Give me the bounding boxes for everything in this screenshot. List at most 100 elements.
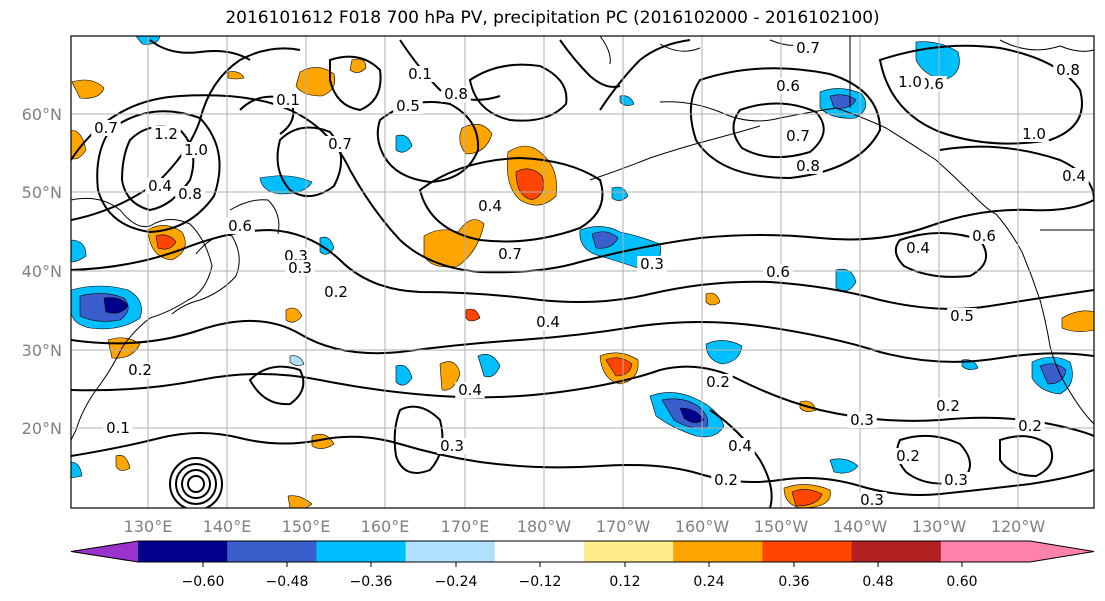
latitude-labels: 60°N 50°N 40°N 30°N 20°N — [22, 105, 62, 438]
precip-blob — [591, 231, 619, 249]
contour-label: 0.8 — [444, 85, 468, 103]
pv-contour — [399, 39, 501, 101]
contour-label-bg — [763, 264, 793, 280]
colorbar-segment — [584, 541, 674, 562]
contour-label: 0.4 — [728, 437, 752, 455]
map-frame — [70, 35, 1095, 509]
precip-blob — [295, 67, 336, 97]
contour-label-bg — [285, 260, 315, 276]
colorbar-tick-label: 0.48 — [862, 574, 893, 590]
contour-label-bg — [847, 412, 877, 428]
contour-label-bg — [773, 78, 803, 94]
longitude-tick-label: 130°W — [912, 517, 967, 536]
contour-label-bg — [637, 256, 667, 272]
contour-label-bg — [969, 228, 999, 244]
colorbar: −0.60 −0.48 −0.36 −0.24 −0.12 0.12 0.24 0.36 0.4… — [70, 540, 1095, 590]
colorbar-segment — [673, 541, 763, 562]
contour-labels: 0.1 1.2 1.0 0.7 0.8 0.6 0.4 0.3 0.2 0.7 0.1 0.8 0.5 0… — [91, 39, 1089, 509]
precip-blob — [227, 71, 245, 80]
contour-label: 0.1 — [408, 65, 432, 83]
contour-label: 0.8 — [796, 157, 820, 175]
contour-label-bg — [711, 472, 741, 488]
colorbar-segment — [405, 541, 496, 562]
precip-blob — [71, 129, 87, 160]
contour-label-bg — [857, 492, 887, 508]
contour-label-bg — [933, 398, 963, 414]
contour-label: 0.8 — [178, 185, 202, 203]
contour-label: 0.4 — [1062, 167, 1086, 185]
contour-label: 0.4 — [536, 313, 560, 331]
precip-blob — [289, 355, 305, 366]
colorbar-tick-label: −0.24 — [435, 574, 478, 590]
colorbar-extend-low — [71, 541, 138, 562]
colorbar-segment — [494, 541, 585, 562]
longitude-tick-label: 170°W — [596, 517, 651, 536]
contour-label: 0.3 — [288, 259, 312, 277]
contour-label-bg — [455, 382, 485, 398]
coastline-kamchatka — [229, 199, 280, 235]
longitude-tick-label: 160°W — [675, 517, 730, 536]
latitude-tick-label: 20°N — [22, 419, 62, 438]
contour-label-bg — [533, 314, 563, 330]
colorbar-tick-label: 0.60 — [946, 574, 977, 590]
contour-label-bg — [793, 158, 823, 174]
contour-label: 0.7 — [498, 245, 522, 263]
contour-label: 0.5 — [950, 307, 974, 325]
contour-label-bg — [475, 198, 505, 214]
contour-label-bg — [405, 66, 435, 82]
contour-label: 0.4 — [906, 239, 930, 257]
contour-label-bg — [273, 92, 303, 108]
map-area: 0.1 1.2 1.0 0.7 0.8 0.6 0.4 0.3 0.2 0.7 0.1 0.8 0.5 0… — [70, 35, 1095, 509]
longitude-tick-label: 120°W — [991, 517, 1046, 536]
coastline-namerica — [995, 213, 1094, 425]
coastline-aleutians — [589, 125, 761, 181]
pv-contour — [175, 463, 217, 505]
contour-label: 1.0 — [898, 73, 922, 91]
contour-label: 0.6 — [766, 263, 790, 281]
contour-label-bg — [145, 178, 175, 194]
pv-contour — [939, 145, 1094, 201]
contour-label: 0.2 — [324, 283, 348, 301]
precip-blob — [829, 458, 859, 474]
latitude-tick-label: 40°N — [22, 262, 62, 281]
pv-contour — [999, 435, 1054, 478]
contour-label: 1.2 — [154, 125, 178, 143]
contour-label-bg — [783, 128, 813, 144]
contour-label-bg — [703, 374, 733, 390]
latitude-tick-label: 30°N — [22, 341, 62, 360]
contour-label: 0.2 — [706, 373, 730, 391]
longitude-tick-label: 130°E — [124, 517, 173, 536]
contour-label: 0.3 — [944, 471, 968, 489]
contour-label-bg — [1019, 126, 1049, 142]
contour-label-bg — [1053, 62, 1083, 78]
contour-label: 0.2 — [896, 447, 920, 465]
colorbar-segment — [316, 541, 407, 562]
precip-blob — [395, 134, 413, 153]
contour-label: 1.0 — [1022, 125, 1046, 143]
pv-contour — [393, 405, 444, 474]
contour-label: 0.1 — [276, 91, 300, 109]
pv-contour — [732, 102, 825, 159]
pv-contour — [149, 39, 251, 61]
pv-contour — [689, 67, 882, 180]
longitude-tick-label: 140°W — [833, 517, 888, 536]
contour-label: 0.1 — [106, 419, 130, 437]
contour-label: 0.6 — [920, 75, 944, 93]
precip-blob — [705, 292, 721, 306]
contour-label-bg — [947, 308, 977, 324]
precip-blob — [477, 354, 501, 378]
contour-label: 0.2 — [714, 471, 738, 489]
coastline-north — [599, 36, 1094, 65]
contour-label: 0.7 — [796, 39, 820, 57]
contour-label-bg — [91, 120, 121, 136]
contour-label: 0.7 — [786, 127, 810, 145]
contour-label-bg — [941, 472, 971, 488]
longitude-labels: 130°E 140°E 150°E 160°E 170°E 180°W 170°W 160°W… — [124, 517, 1046, 536]
contour-label-bg — [325, 136, 355, 152]
contour-label: 0.6 — [776, 77, 800, 95]
colorbar-segment — [138, 541, 228, 562]
colorbar-tick-label: −0.48 — [266, 574, 309, 590]
map-title: 2016101612 F018 700 hPa PV, precipitatio… — [225, 8, 880, 28]
precip-blob — [1061, 310, 1094, 332]
colorbar-segment — [227, 541, 317, 562]
